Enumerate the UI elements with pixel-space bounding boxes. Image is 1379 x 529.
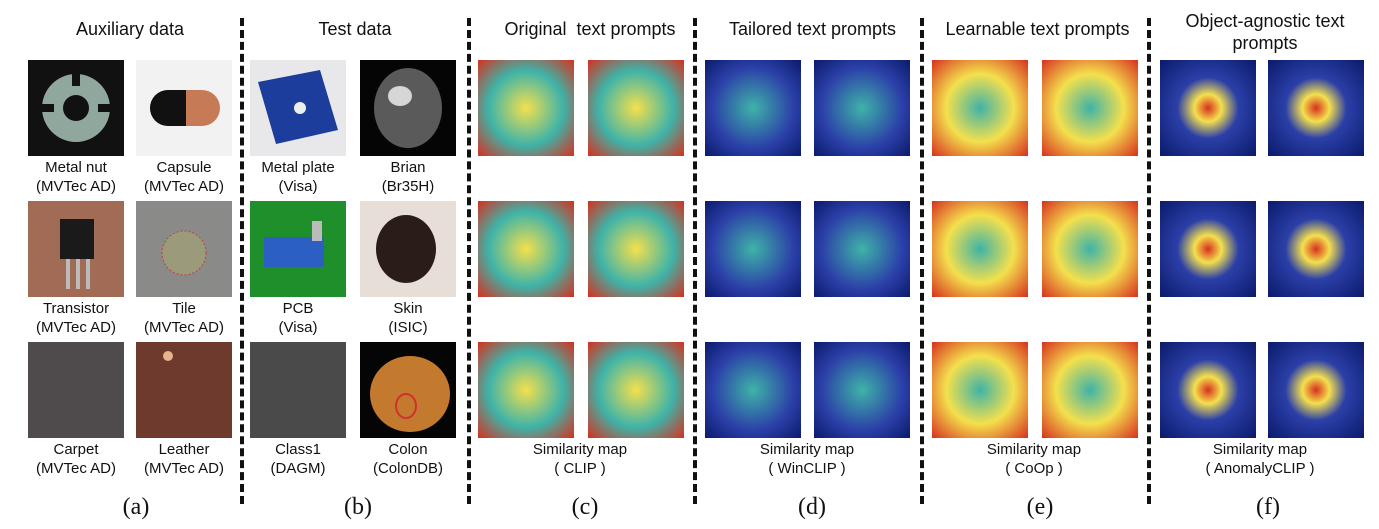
image-leather — [136, 342, 232, 438]
image-pcb — [250, 201, 346, 297]
caption-leather: Leather (MVTec AD) — [143, 441, 224, 477]
heatmap-clip-r3-2 — [588, 342, 684, 438]
heatmap-coop-r2-1 — [932, 201, 1028, 297]
image-capsule — [136, 60, 232, 156]
panel-label-b: (b) — [344, 494, 372, 520]
image-brain — [360, 60, 456, 156]
image-metal-nut — [28, 60, 124, 156]
panel-label-c: (c) — [571, 494, 599, 520]
caption-carpet: Carpet (MVTec AD) — [35, 441, 116, 477]
divider-3 — [693, 18, 697, 504]
caption-brain: Brian (Br35H) — [381, 159, 435, 195]
title-test-data: Test data — [318, 19, 392, 39]
heatmap-coop-r1-1 — [932, 60, 1028, 156]
heatmap-anomalyclip-r3-2 — [1268, 342, 1364, 438]
image-tile — [136, 201, 232, 297]
caption-metal-plate: Metal plate (Visa) — [261, 159, 335, 195]
divider-1 — [240, 18, 244, 504]
heatmap-anomalyclip-r3-1 — [1160, 342, 1256, 438]
heatmap-clip-r2-2 — [588, 201, 684, 297]
caption-pcb: PCB (Visa) — [278, 300, 318, 336]
image-transistor — [28, 201, 124, 297]
image-class1 — [250, 342, 346, 438]
heatmap-coop-r2-2 — [1042, 201, 1138, 297]
divider-5 — [1147, 18, 1151, 504]
heatmap-coop-r3-2 — [1042, 342, 1138, 438]
divider-4 — [920, 18, 924, 504]
caption-metal-nut: Metal nut (MVTec AD) — [35, 159, 116, 195]
title-original-prompts: Original text prompts — [504, 19, 676, 39]
caption-skin: Skin (ISIC) — [388, 300, 428, 336]
title-object-agnostic-prompts: Object-agnostic text prompts — [1185, 11, 1345, 53]
caption-sim-winclip: Similarity map( WinCLIP ) — [759, 441, 855, 477]
heatmap-winclip-r2-2 — [814, 201, 910, 297]
caption-transistor: Transistor (MVTec AD) — [35, 300, 116, 336]
heatmap-clip-r3-1 — [478, 342, 574, 438]
heatmap-anomalyclip-r2-1 — [1160, 201, 1256, 297]
heatmap-winclip-r3-2 — [814, 342, 910, 438]
panel-label-e: (e) — [1026, 494, 1054, 520]
divider-2 — [467, 18, 471, 504]
panel-label-a: (a) — [122, 494, 150, 520]
heatmap-coop-r3-1 — [932, 342, 1028, 438]
image-metal-plate — [250, 60, 346, 156]
caption-colon: Colon (ColonDB) — [372, 441, 444, 477]
heatmap-anomalyclip-r1-2 — [1268, 60, 1364, 156]
heatmap-clip-r1-1 — [478, 60, 574, 156]
heatmap-anomalyclip-r1-1 — [1160, 60, 1256, 156]
title-auxiliary-data: Auxiliary data — [75, 19, 185, 39]
caption-sim-anomalyclip: Similarity map( AnomalyCLIP ) — [1205, 441, 1315, 477]
caption-tile: Tile (MVTec AD) — [143, 300, 224, 336]
heatmap-coop-r1-2 — [1042, 60, 1138, 156]
heatmap-winclip-r1-2 — [814, 60, 910, 156]
heatmap-clip-r2-1 — [478, 201, 574, 297]
caption-class1: Class1 (DAGM) — [270, 441, 326, 477]
title-learnable-prompts: Learnable text prompts — [945, 19, 1130, 39]
image-skin — [360, 201, 456, 297]
heatmap-clip-r1-2 — [588, 60, 684, 156]
caption-sim-coop: Similarity map( CoOp ) — [986, 441, 1082, 477]
image-carpet — [28, 342, 124, 438]
caption-capsule: Capsule (MVTec AD) — [143, 159, 224, 195]
title-tailored-prompts: Tailored text prompts — [728, 19, 897, 39]
heatmap-winclip-r1-1 — [705, 60, 801, 156]
image-colon — [360, 342, 456, 438]
panel-label-d: (d) — [798, 494, 826, 520]
caption-sim-clip: Similarity map( CLIP ) — [532, 441, 628, 477]
heatmap-winclip-r3-1 — [705, 342, 801, 438]
heatmap-anomalyclip-r2-2 — [1268, 201, 1364, 297]
heatmap-winclip-r2-1 — [705, 201, 801, 297]
panel-label-f: (f) — [1256, 494, 1280, 520]
